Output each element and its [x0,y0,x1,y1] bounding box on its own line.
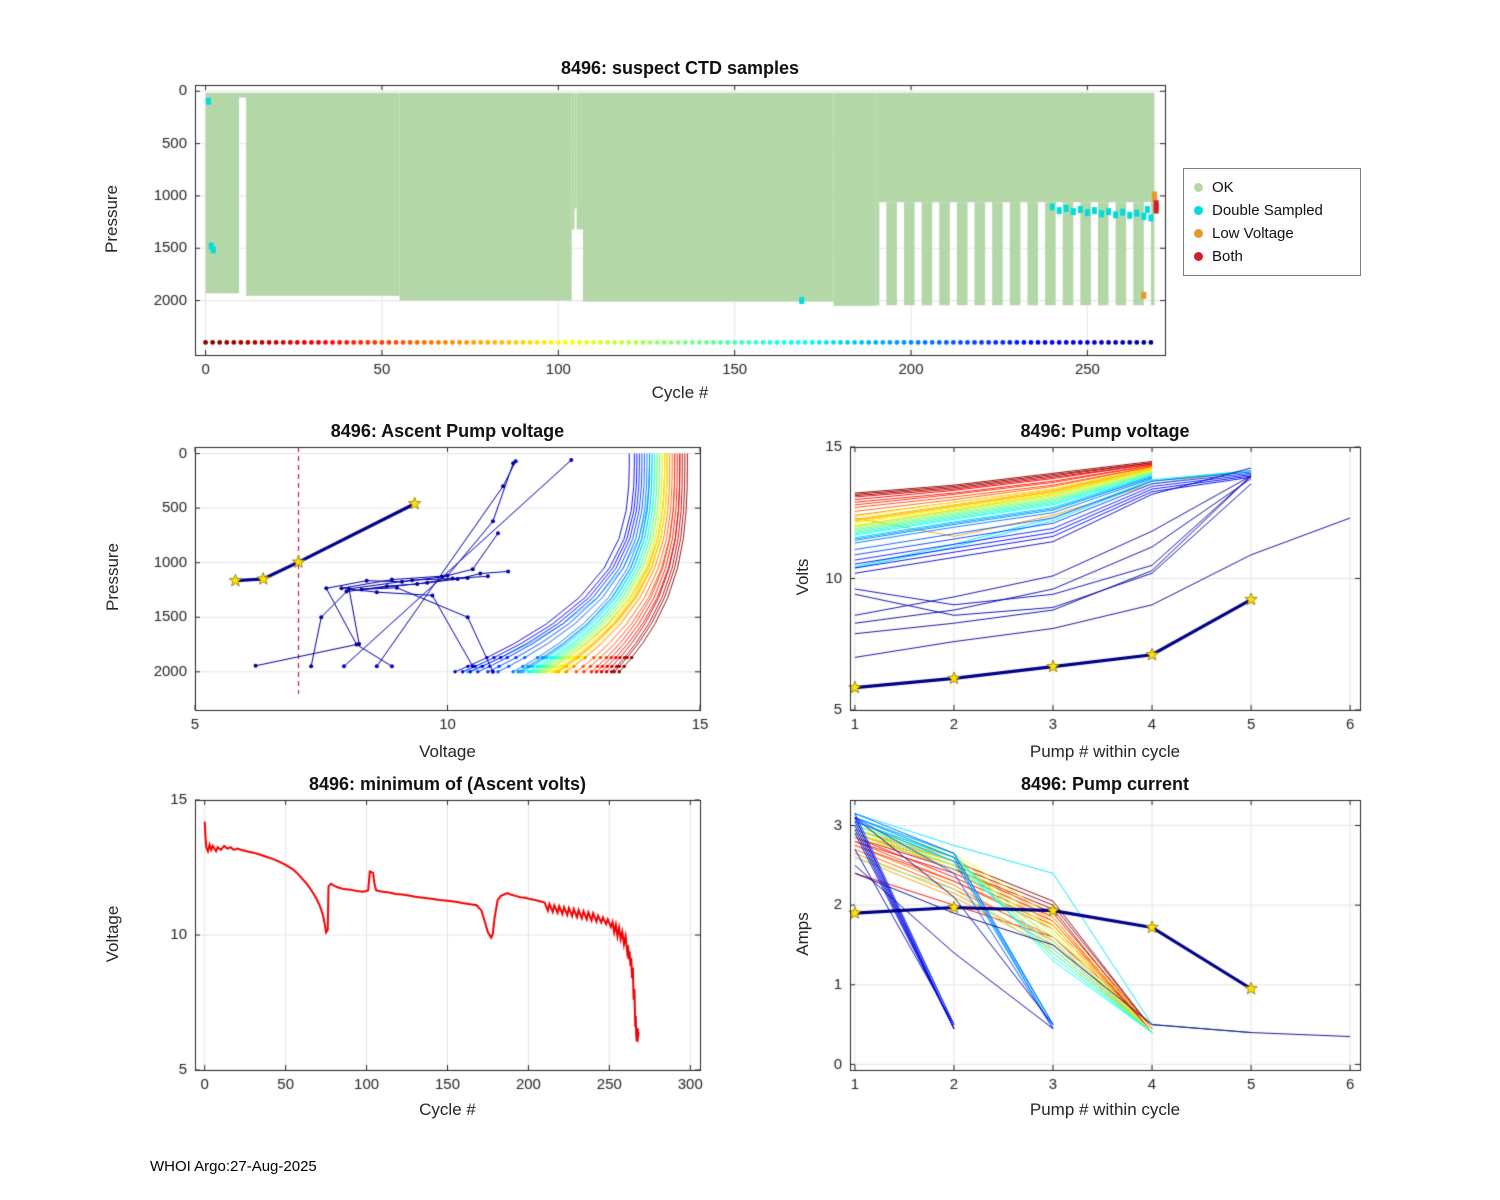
legend-label: Low Voltage [1212,225,1294,242]
legend-label: Both [1212,248,1243,265]
legend-label: OK [1212,179,1234,196]
double-sampled-marker-icon [1194,206,1203,215]
both-marker-icon [1194,252,1203,261]
pump-current-title: 8496: Pump current [1020,774,1190,794]
footer-note: WHOI Argo:27-Aug-2025 [150,1158,317,1175]
ascent-pump-voltage-title: 8496: Ascent Pump voltage [330,421,565,441]
ascent-pump-voltage-canvas [140,425,760,755]
min-ascent-volts-title: 8496: minimum of (Ascent volts) [308,774,587,794]
ascent-pump-voltage-xlabel: Voltage [419,742,476,761]
suspect-ctd-canvas [150,60,1210,400]
pump-voltage-ylabel: Volts [793,558,812,596]
suspect-ctd-title: 8496: suspect CTD samples [560,58,800,78]
ascent-pump-voltage-ylabel: Pressure [103,542,122,612]
legend-item-double-sampled: Double Sampled [1194,199,1350,222]
min-ascent-volts-xlabel: Cycle # [419,1100,476,1119]
pump-voltage-canvas [800,425,1410,755]
min-ascent-volts-canvas [140,778,760,1108]
ok-marker-icon [1194,183,1203,192]
suspect-ctd-ylabel: Pressure [102,184,121,254]
legend-label: Double Sampled [1212,202,1323,219]
legend-item-ok: OK [1194,176,1350,199]
pump-voltage-xlabel: Pump # within cycle [1029,742,1181,761]
legend-item-both: Both [1194,245,1350,268]
min-ascent-volts-ylabel: Voltage [103,905,122,963]
pump-voltage-title: 8496: Pump voltage [1020,421,1190,441]
pump-current-canvas [800,778,1410,1108]
pump-current-ylabel: Amps [793,912,812,956]
legend-item-low-voltage: Low Voltage [1194,222,1350,245]
suspect-ctd-xlabel: Cycle # [651,383,709,402]
pump-current-xlabel: Pump # within cycle [1029,1100,1181,1119]
legend: OK Double Sampled Low Voltage Both [1183,168,1361,276]
low-voltage-marker-icon [1194,229,1203,238]
